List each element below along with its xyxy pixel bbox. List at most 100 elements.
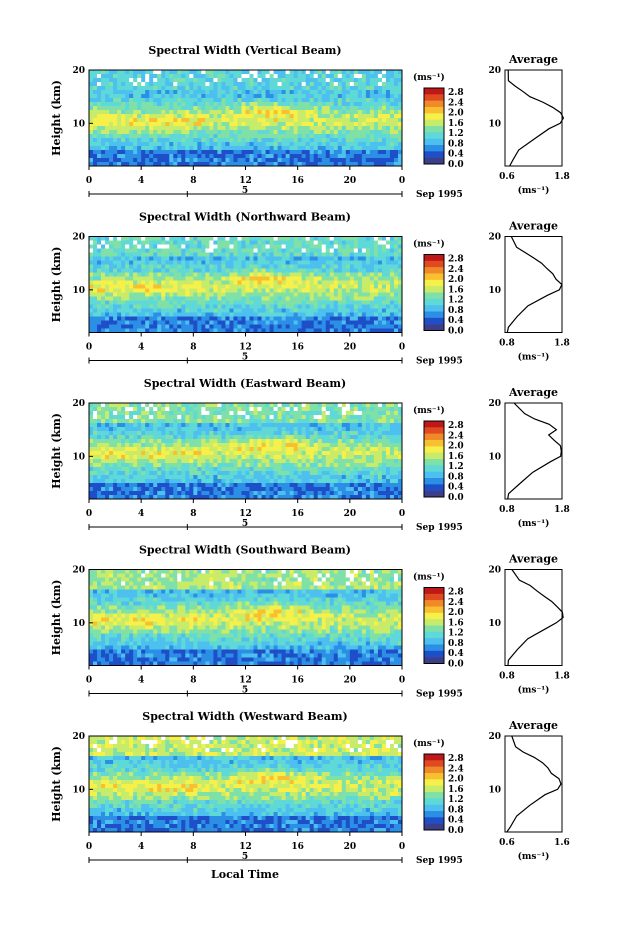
heatmap-cell	[257, 451, 262, 456]
heatmap-cell	[173, 491, 178, 496]
heatmap-cell	[385, 74, 391, 79]
heatmap-cell	[93, 130, 98, 135]
heatmap-cell	[381, 94, 387, 99]
heatmap-cell	[313, 328, 319, 333]
heatmap-cell	[333, 296, 339, 301]
heatmap-cell	[301, 98, 307, 103]
heatmap-cell	[197, 296, 202, 301]
heatmap-cell	[181, 74, 186, 79]
heatmap-cell	[293, 70, 299, 75]
heatmap-cell	[169, 114, 174, 119]
heatmap-cell	[273, 300, 278, 305]
heatmap-cell	[181, 407, 186, 412]
heatmap-cell	[217, 467, 222, 472]
heatmap-cell	[89, 98, 94, 103]
heatmap-cell	[217, 248, 222, 253]
heatmap-cell	[337, 98, 343, 103]
heatmap-cell	[153, 134, 158, 139]
heatmap-cell	[249, 110, 254, 115]
heatmap-cell	[129, 264, 134, 269]
heatmap-cell	[237, 272, 242, 277]
heatmap-cell	[249, 451, 254, 456]
heatmap-cell	[237, 431, 242, 436]
heatmap-cell	[281, 162, 287, 167]
heatmap-cell	[381, 292, 387, 297]
heatmap-cell	[225, 455, 230, 460]
heatmap-cell	[157, 284, 162, 289]
heatmap-cell	[217, 487, 222, 492]
heatmap-cell	[165, 78, 170, 83]
heatmap-cell	[377, 110, 383, 115]
heatmap-cell	[205, 240, 210, 245]
heatmap-cell	[121, 487, 126, 492]
heatmap-cell	[261, 284, 266, 289]
heatmap-cell	[101, 236, 106, 241]
colorbar-tick-label: 2.4	[448, 98, 464, 108]
heatmap-cell	[337, 122, 343, 127]
heatmap-cell	[233, 415, 238, 420]
heatmap-cell	[101, 324, 106, 329]
heatmap-cell	[197, 82, 202, 87]
heatmap-cell	[93, 300, 98, 305]
heatmap-cell	[173, 94, 178, 99]
heatmap-cell	[161, 320, 166, 325]
heatmap-cell	[133, 74, 138, 79]
heatmap-cell	[129, 236, 134, 241]
heatmap-cell	[249, 471, 254, 476]
heatmap-cell	[153, 162, 158, 167]
heatmap-cell	[317, 312, 323, 317]
heatmap-cell	[129, 491, 134, 496]
heatmap-cell	[393, 162, 399, 167]
heatmap-cell	[357, 304, 363, 309]
heatmap-cell	[265, 236, 270, 241]
heatmap-cell	[117, 491, 122, 496]
heatmap-cell	[209, 110, 214, 115]
heatmap-cell	[213, 106, 218, 111]
heatmap-cell	[221, 431, 226, 436]
heatmap-cell	[149, 308, 154, 313]
heatmap-cell	[161, 118, 166, 123]
heatmap-cell	[109, 328, 114, 333]
heatmap-cell	[205, 419, 210, 424]
heatmap-cell	[205, 142, 210, 147]
heatmap-cell	[109, 122, 114, 127]
heatmap-cell	[205, 280, 210, 285]
heatmap-cell	[165, 236, 170, 241]
heatmap-cell	[117, 110, 122, 115]
heatmap-cell	[233, 276, 238, 281]
heatmap-cell	[193, 411, 198, 416]
heatmap-cell	[189, 252, 194, 257]
heatmap-cell	[193, 126, 198, 131]
heatmap-cell	[349, 276, 355, 281]
heatmap-cell	[145, 455, 150, 460]
heatmap-cell	[337, 70, 343, 75]
heatmap-cell	[89, 122, 94, 127]
heatmap-cell	[165, 106, 170, 111]
heatmap-cell	[325, 146, 331, 151]
heatmap-cell	[197, 292, 202, 297]
heatmap-cell	[157, 292, 162, 297]
heatmap-cell	[325, 300, 331, 305]
average-title: Average	[508, 220, 558, 233]
heatmap-cell	[381, 154, 387, 159]
heatmap-cell	[333, 114, 339, 119]
heatmap-cell	[241, 419, 246, 424]
heatmap-cell	[221, 154, 226, 159]
heatmap-cell	[149, 268, 154, 273]
heatmap-cell	[393, 74, 399, 79]
heatmap-cell	[253, 288, 258, 293]
heatmap-cell	[385, 248, 391, 253]
heatmap-cell	[249, 154, 254, 159]
heatmap-cell	[237, 146, 242, 151]
heatmap-cell	[213, 142, 218, 147]
heatmap-cell	[245, 90, 250, 95]
heatmap-cell	[121, 463, 126, 468]
heatmap-cell	[301, 240, 307, 245]
heatmap-cell	[209, 138, 214, 143]
heatmap-cell	[229, 284, 234, 289]
heatmap-cell	[241, 134, 246, 139]
heatmap-cell	[317, 142, 323, 147]
heatmap-cell	[157, 431, 162, 436]
heatmap-cell	[245, 102, 250, 107]
heatmap-cell	[341, 94, 347, 99]
